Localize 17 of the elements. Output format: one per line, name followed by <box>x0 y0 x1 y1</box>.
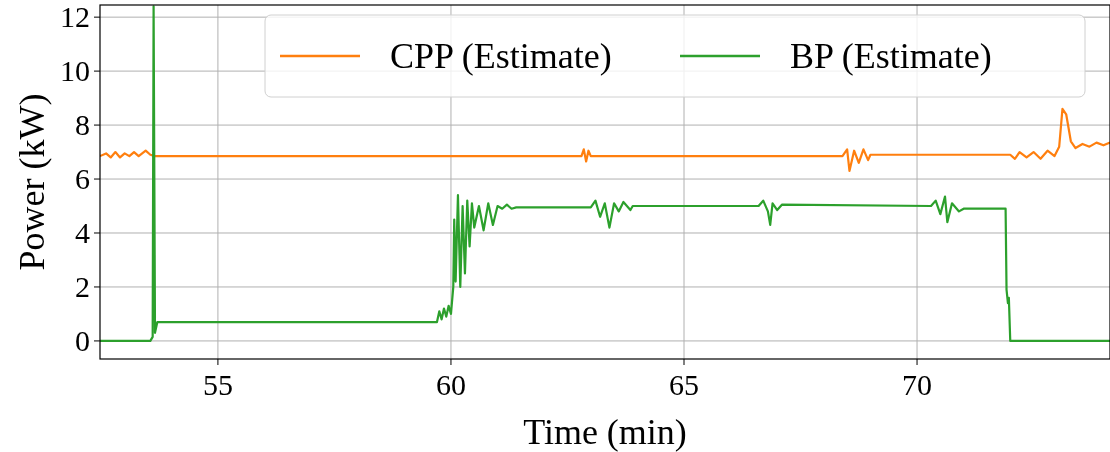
x-tick-label: 55 <box>202 368 233 401</box>
y-tick-label: 4 <box>75 216 90 249</box>
y-tick-label: 8 <box>75 108 90 142</box>
x-axis-title: Time (min) <box>523 412 687 452</box>
line-series <box>100 107 1110 173</box>
legend-label: BP (Estimate) <box>790 36 992 76</box>
y-tick-label: 2 <box>75 269 90 303</box>
y-tick-label: 10 <box>60 54 90 88</box>
legend-label: CPP (Estimate) <box>390 36 612 76</box>
line-series <box>100 5 1110 343</box>
x-tick-label: 65 <box>669 368 699 401</box>
y-tick-label: 12 <box>60 0 90 34</box>
x-tick-label: 70 <box>902 368 933 401</box>
y-tick-label: 6 <box>75 162 90 196</box>
y-axis-title: Power (kW) <box>12 93 52 271</box>
y-tick-label: 0 <box>75 323 90 357</box>
x-tick-label: 60 <box>435 368 466 401</box>
